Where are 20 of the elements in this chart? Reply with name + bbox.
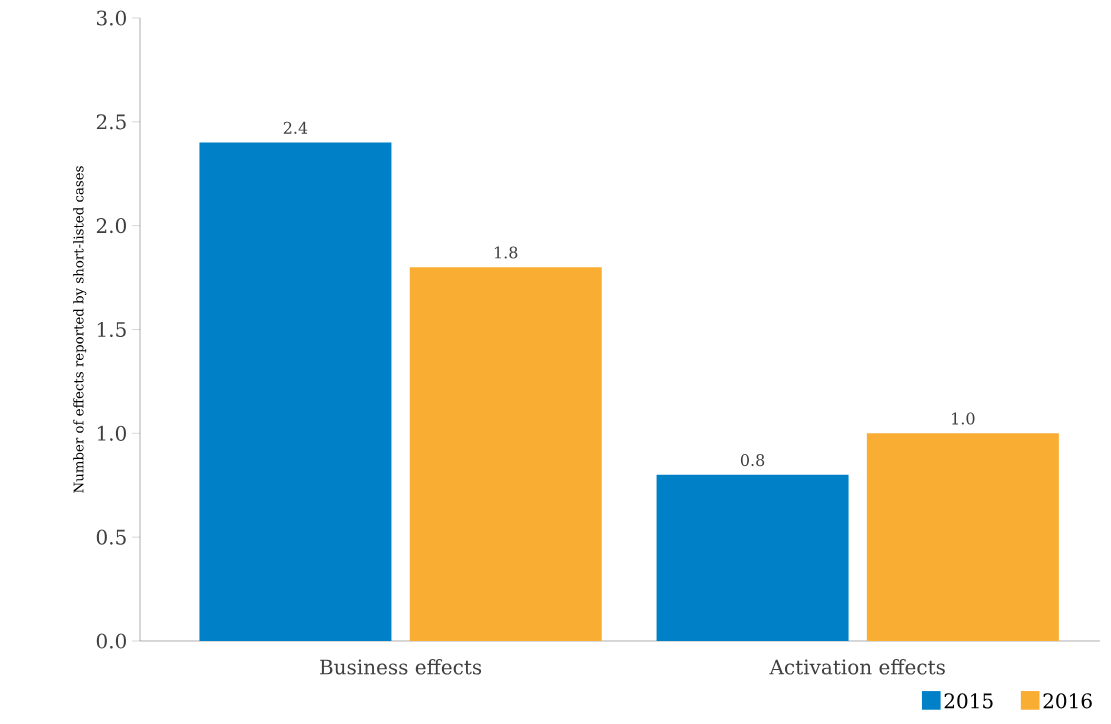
legend-label: 2015 <box>944 693 993 709</box>
x-tick-label: Activation effects <box>769 659 945 675</box>
data-label: 1.0 <box>952 412 975 425</box>
y-axis-title: Number of effects reported by short-listed cases <box>73 166 87 493</box>
y-tick-label: 0.5 <box>96 529 126 545</box>
y-tick-label: 3.0 <box>97 10 126 26</box>
data-label: 1.8 <box>494 246 518 259</box>
bar <box>409 267 602 641</box>
y-tick-label: 1.0 <box>97 425 126 441</box>
legend-label: 2016 <box>1043 693 1092 709</box>
y-tick-label: 1.5 <box>97 321 126 338</box>
data-label: 2.4 <box>283 121 308 134</box>
x-tick-label: Business effects <box>320 659 482 675</box>
bar <box>866 433 1059 641</box>
y-tick-label: 0.0 <box>96 633 126 649</box>
y-tick-label: 2.0 <box>96 218 126 234</box>
bar <box>656 474 849 641</box>
bar <box>199 142 392 641</box>
data-label: 0.8 <box>740 454 765 467</box>
y-tick-label: 2.5 <box>96 114 126 130</box>
